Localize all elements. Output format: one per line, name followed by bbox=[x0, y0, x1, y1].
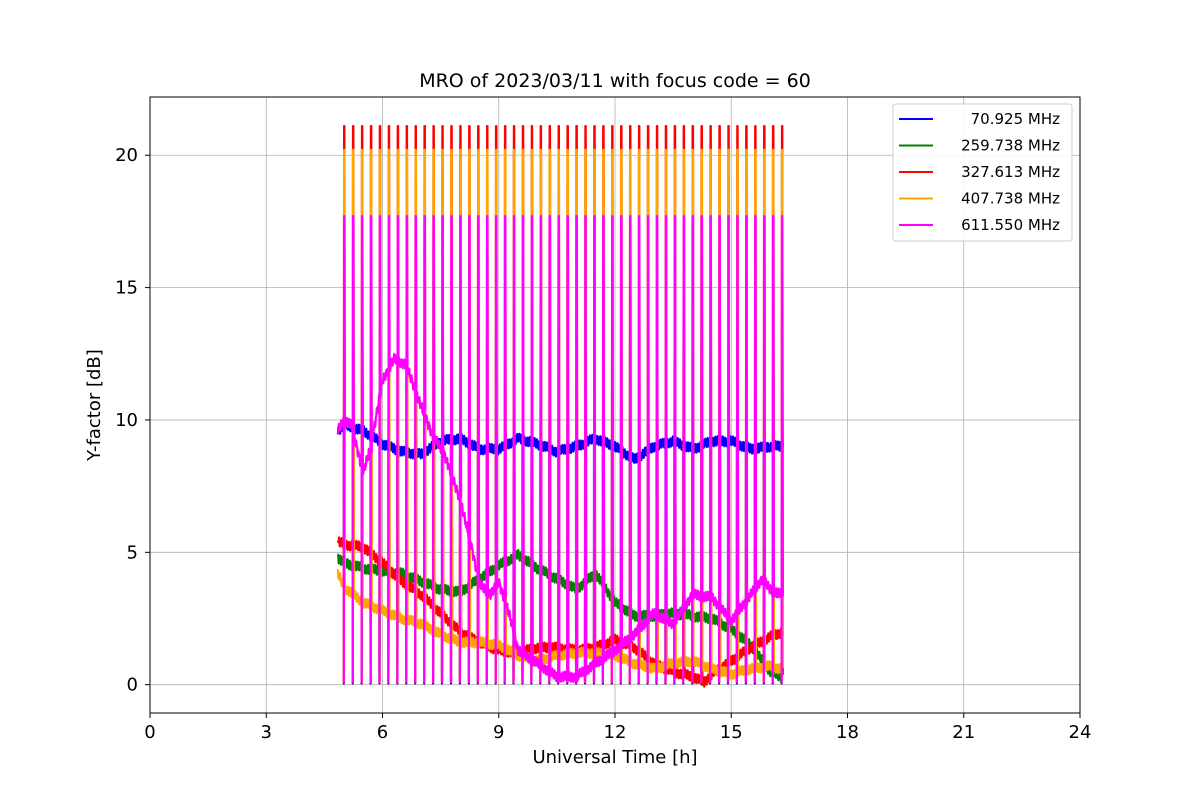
legend-label: 611.550 MHz bbox=[961, 216, 1060, 234]
ticks: 0 3 6 9 12 15 18 21 24 0 5 10 15 20 bbox=[115, 145, 1091, 743]
x-tick-label: 6 bbox=[377, 722, 388, 743]
x-tick-label: 0 bbox=[144, 722, 155, 743]
legend-box bbox=[892, 103, 1073, 242]
y-tick-label: 0 bbox=[127, 675, 138, 696]
x-tick-label: 21 bbox=[952, 722, 975, 743]
y-axis-label: Y-factor [dB] bbox=[84, 349, 105, 462]
y-tick-label: 20 bbox=[115, 145, 138, 166]
legend-label: 407.738 MHz bbox=[961, 190, 1060, 208]
x-tick-label: 15 bbox=[720, 722, 743, 743]
legend-label: 327.613 MHz bbox=[961, 163, 1060, 181]
x-tick-label: 24 bbox=[1069, 722, 1092, 743]
legend: 70.925 MHz 259.738 MHz 327.613 MHz 407.738 … bbox=[892, 103, 1073, 242]
x-axis-label: Universal Time [h] bbox=[532, 747, 697, 768]
series-line-611-550-mhz bbox=[336, 215, 784, 684]
legend-label: 259.738 MHz bbox=[961, 137, 1060, 155]
series-layer bbox=[336, 125, 784, 688]
legend-label: 70.925 MHz bbox=[971, 110, 1060, 128]
y-tick-label: 15 bbox=[115, 278, 138, 299]
x-tick-label: 3 bbox=[261, 722, 272, 743]
x-tick-label: 18 bbox=[836, 722, 859, 743]
x-tick-label: 12 bbox=[604, 722, 627, 743]
y-tick-label: 10 bbox=[115, 410, 138, 431]
y-tick-label: 5 bbox=[127, 542, 138, 563]
chart-title: MRO of 2023/03/11 with focus code = 60 bbox=[419, 70, 811, 92]
x-tick-label: 9 bbox=[493, 722, 504, 743]
